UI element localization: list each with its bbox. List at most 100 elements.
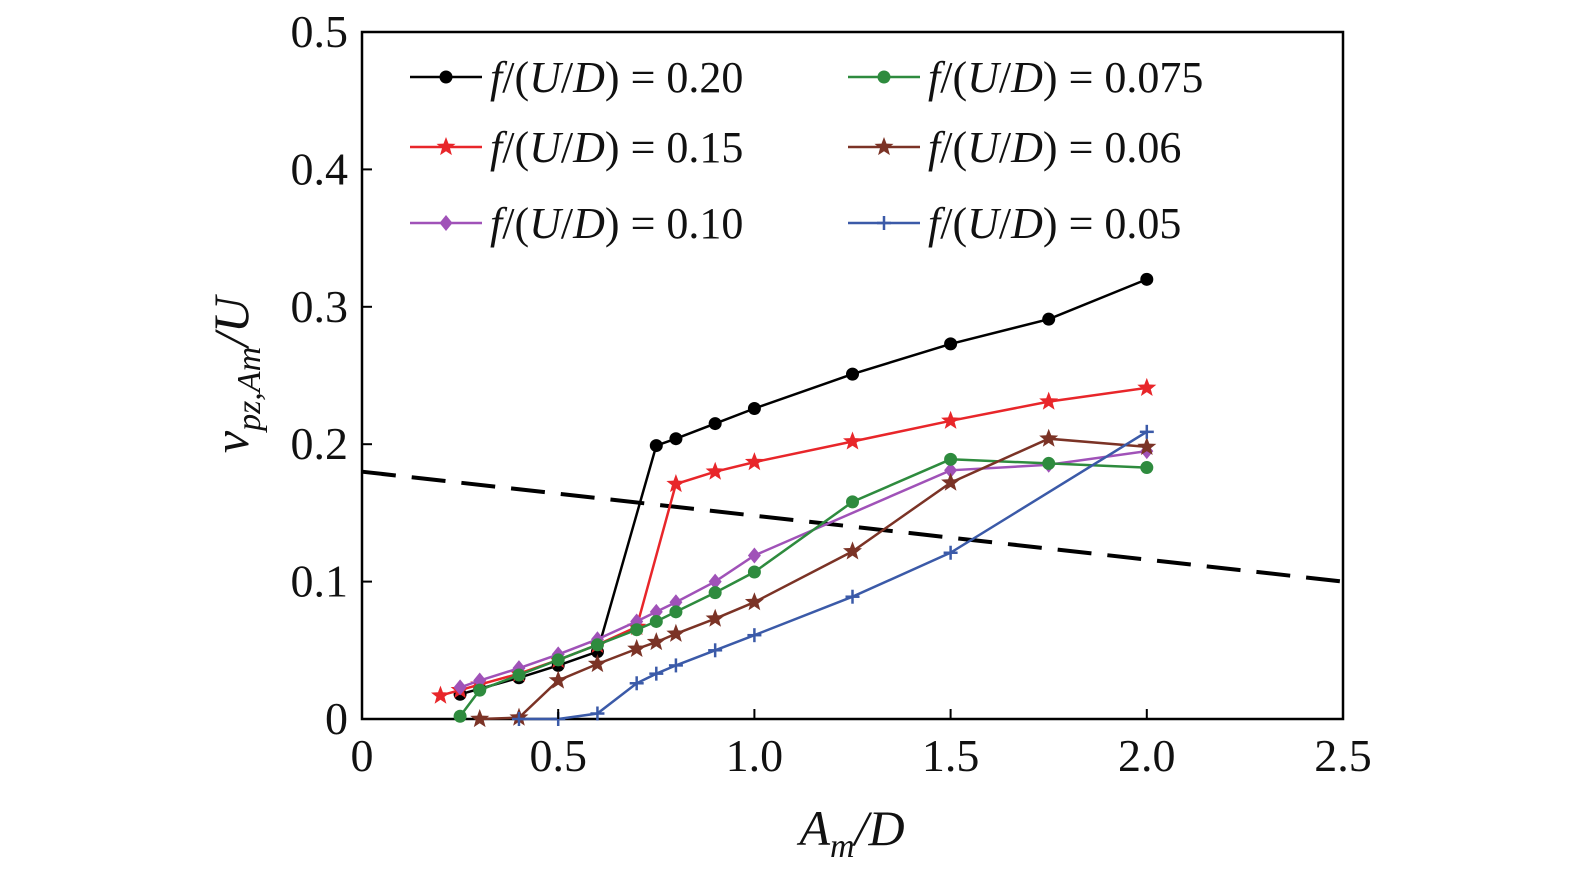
data-point: [747, 401, 761, 415]
series-line: [440, 386, 1147, 697]
data-point: [646, 632, 666, 651]
series-4: [470, 428, 1157, 728]
data-point: [944, 452, 958, 466]
data-point: [1140, 272, 1154, 286]
legend-label: f/(U/D) = 0.10: [490, 199, 743, 248]
data-point: [431, 685, 450, 704]
data-point: [439, 215, 453, 231]
legend-label: f/(U/D) = 0.05: [928, 199, 1181, 248]
data-point: [1139, 424, 1154, 439]
y-axis-label: vpz,Am/U: [203, 294, 268, 453]
data-point: [708, 586, 722, 600]
data-point: [1137, 436, 1157, 455]
y-tick-label: 0.2: [291, 418, 349, 469]
data-point: [705, 461, 725, 480]
y-tick-label: 0.4: [291, 143, 349, 194]
data-point: [551, 653, 565, 667]
data-point: [666, 474, 686, 493]
data-point: [846, 367, 859, 381]
data-point: [877, 70, 891, 84]
data-point: [1042, 312, 1056, 326]
series-3: [453, 452, 1154, 723]
reference-dashed-line: [361, 469, 1344, 584]
data-point: [747, 547, 761, 564]
data-point: [877, 216, 891, 230]
data-point: [845, 589, 860, 604]
data-point: [436, 137, 456, 156]
data-point: [1042, 456, 1056, 470]
data-point: [874, 137, 894, 156]
x-tick-label: 2.0: [1118, 730, 1176, 781]
data-point: [630, 623, 644, 637]
data-point: [944, 337, 958, 351]
data-point: [669, 605, 683, 619]
data-point: [629, 676, 644, 691]
data-point: [705, 608, 725, 627]
x-tick-label: 1.0: [726, 730, 784, 781]
data-point: [649, 439, 663, 453]
data-point: [1140, 461, 1154, 475]
data-point: [1137, 377, 1157, 396]
data-point: [708, 643, 723, 658]
series-1: [431, 377, 1157, 704]
data-point: [1039, 428, 1059, 447]
legend-item: f/(U/D) = 0.15: [410, 123, 743, 172]
data-point: [439, 70, 453, 84]
series-0: [453, 272, 1154, 701]
data-point: [473, 683, 487, 697]
legend-label: f/(U/D) = 0.20: [490, 53, 743, 102]
series-line: [479, 437, 1147, 721]
data-point: [453, 709, 467, 723]
y-tick-label: 0.1: [291, 556, 349, 607]
data-point: [453, 679, 467, 696]
x-tick-label: 1.5: [922, 730, 980, 781]
legend-label: f/(U/D) = 0.06: [928, 123, 1181, 172]
x-tick-label: 2.5: [1314, 730, 1372, 781]
legend: f/(U/D) = 0.20 f/(U/D) = 0.15 f/(U/D) = 0.…: [410, 53, 1203, 248]
legend-item: f/(U/D) = 0.075: [848, 53, 1203, 102]
data-point: [649, 614, 663, 628]
data-point: [669, 432, 683, 446]
data-point: [590, 638, 604, 652]
y-tick-label: 0: [325, 693, 348, 744]
data-point: [943, 545, 958, 560]
data-point: [843, 431, 862, 450]
legend-item: f/(U/D) = 0.06: [848, 123, 1181, 172]
legend-label: f/(U/D) = 0.15: [490, 123, 743, 172]
legend-label: f/(U/D) = 0.075: [928, 53, 1203, 102]
legend-item: f/(U/D) = 0.20: [410, 53, 743, 102]
series-5: [511, 424, 1154, 726]
data-point: [843, 541, 862, 560]
data-point: [744, 592, 764, 611]
data-point: [846, 495, 859, 509]
series-line: [519, 430, 1148, 721]
data-point: [470, 709, 490, 728]
x-axis-label: Am/D: [796, 800, 904, 865]
plot-frame: [360, 30, 1345, 721]
x-axis-title: Am/D: [796, 800, 904, 865]
data-point: [1039, 391, 1059, 410]
data-point: [668, 658, 683, 673]
data-point: [649, 666, 664, 681]
legend-item: f/(U/D) = 0.10: [410, 199, 743, 248]
reference-layer: [361, 469, 1344, 584]
series-layer: [431, 272, 1157, 728]
data-point: [708, 573, 722, 590]
series-line: [459, 458, 1147, 718]
data-point: [744, 452, 764, 471]
y-tick-label: 0.3: [291, 281, 349, 332]
series-line: [459, 278, 1148, 696]
data-point: [747, 628, 762, 643]
data-point: [666, 623, 686, 642]
data-point: [747, 565, 761, 579]
data-point: [708, 417, 722, 431]
data-point: [587, 654, 607, 673]
x-tick-label: 0.5: [529, 730, 587, 781]
ticks-layer: 0 0.5 1.0 1.5 2.0 2.5 0 0.1 0.2 0.3 0.4 0.5: [291, 6, 1372, 781]
data-point: [511, 712, 526, 726]
data-point: [941, 472, 961, 491]
data-point: [941, 410, 961, 429]
data-point: [944, 462, 958, 479]
x-tick-label: 0: [351, 730, 374, 781]
